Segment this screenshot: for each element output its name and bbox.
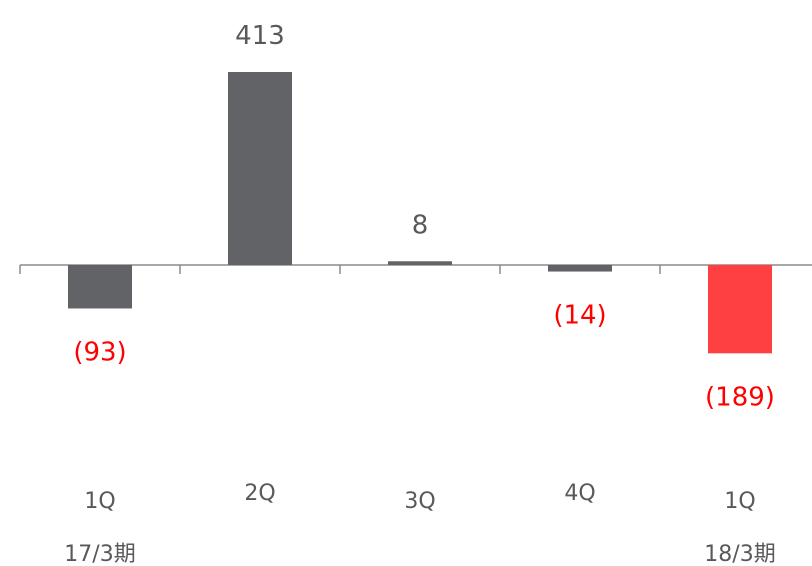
category-label: 2Q <box>244 481 275 506</box>
data-label: (189) <box>705 382 775 412</box>
category-label: 4Q <box>564 481 595 506</box>
data-labels: (93) 413 8 (14) (189) <box>73 21 775 412</box>
bar <box>708 265 772 354</box>
bars <box>68 72 772 354</box>
period-label: 18/3期 <box>704 542 775 566</box>
category-label: 3Q <box>404 489 435 514</box>
category-label: 1Q <box>724 489 755 514</box>
data-label: 413 <box>235 21 285 51</box>
bar <box>68 265 132 309</box>
category-label: 1Q <box>84 489 115 514</box>
bar <box>388 261 452 265</box>
data-label: (14) <box>553 301 606 331</box>
period-label: 17/3期 <box>64 542 135 566</box>
data-label: (93) <box>73 337 126 367</box>
data-label: 8 <box>412 210 429 240</box>
bar <box>228 72 292 265</box>
x-axis-ticks <box>19 265 661 274</box>
bar <box>548 265 612 272</box>
category-labels: 1Q 17/3期 2Q 3Q 4Q 1Q 18/3期 <box>64 481 775 566</box>
